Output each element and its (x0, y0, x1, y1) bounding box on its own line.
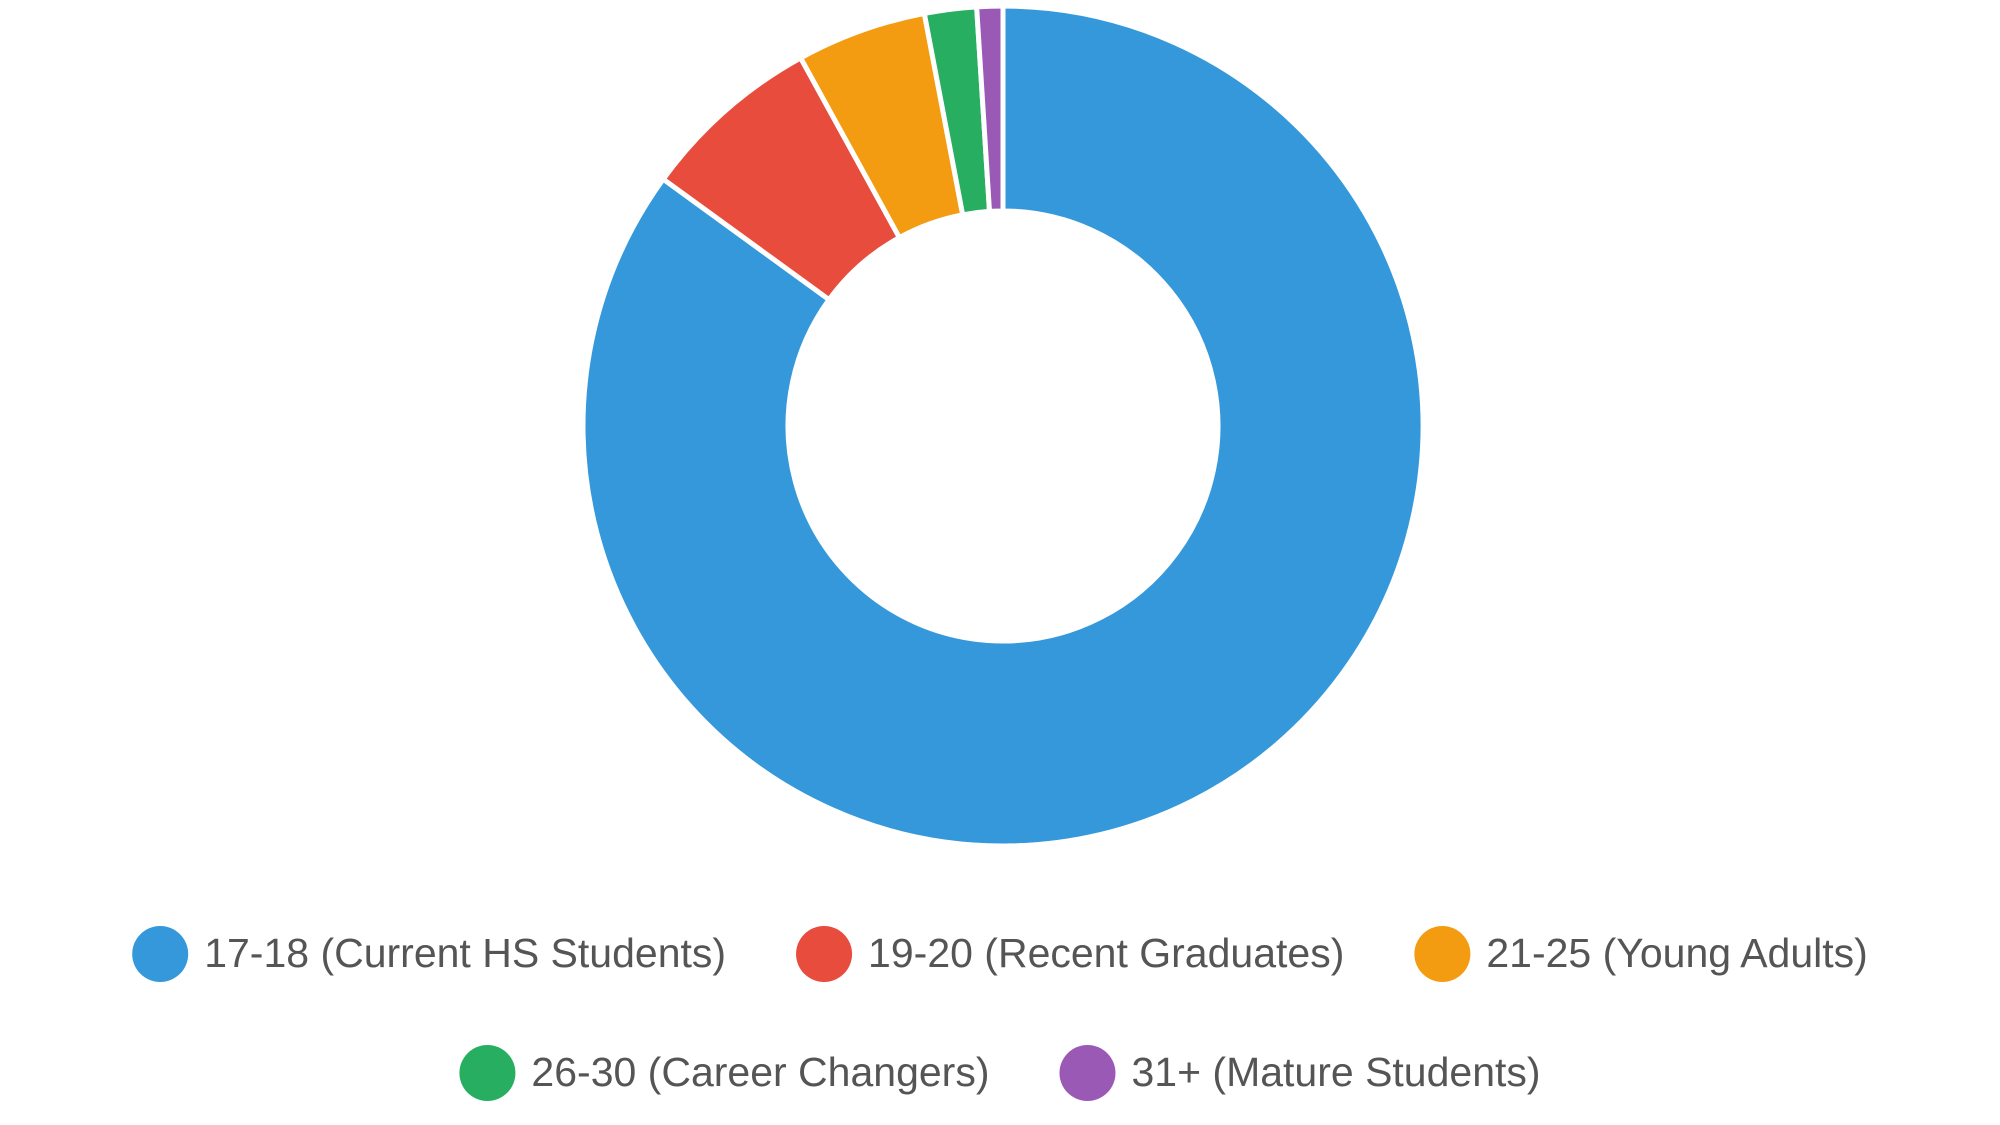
donut-slice (580, 3, 1426, 849)
legend-swatch (132, 926, 189, 982)
legend-swatch (796, 926, 853, 982)
legend-row: 17-18 (Current HS Students) 19-20 (Recent… (132, 926, 1868, 982)
legend-swatch (1414, 926, 1471, 982)
legend-swatch (1059, 1045, 1116, 1101)
legend-swatch (459, 1045, 516, 1101)
legend-label: 21-25 (Young Adults) (1486, 930, 1867, 976)
legend-label: 17-18 (Current HS Students) (204, 930, 726, 976)
legend-label: 26-30 (Career Changers) (531, 1049, 989, 1095)
donut-slice (973, 3, 1006, 215)
legend-label: 19-20 (Recent Graduates) (868, 930, 1344, 976)
legend-row: 26-30 (Career Changers) 31+ (Mature Stude… (459, 1045, 1541, 1101)
legend-label: 31+ (Mature Students) (1131, 1049, 1540, 1095)
